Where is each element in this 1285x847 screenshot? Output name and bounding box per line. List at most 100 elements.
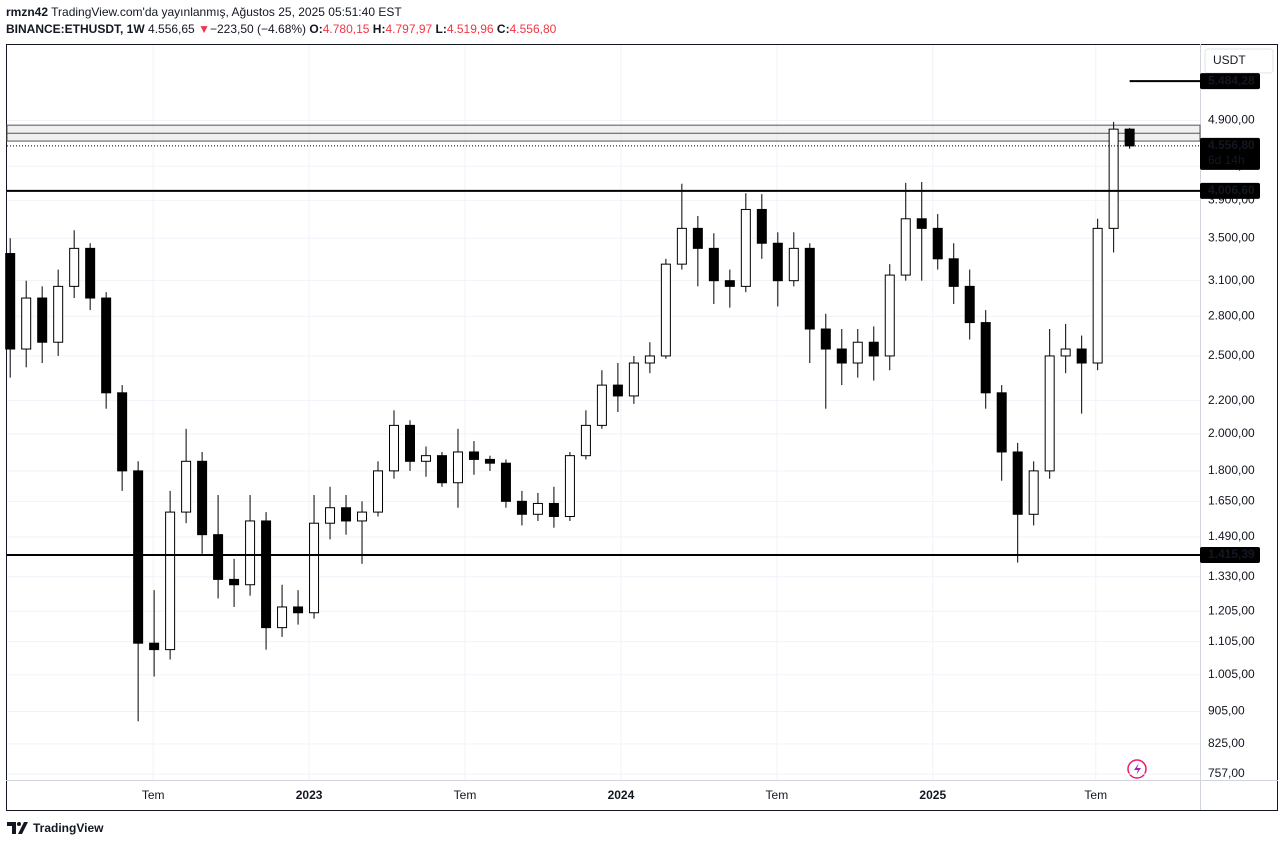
candle-body bbox=[181, 460, 192, 513]
c-label: C: bbox=[496, 22, 510, 36]
candle-body bbox=[1124, 128, 1135, 147]
x-tick-label: Tem bbox=[766, 788, 789, 802]
o: 4.780,15 bbox=[322, 22, 370, 36]
candle-body bbox=[1108, 128, 1119, 229]
y-tick-label: 1.490,00 bbox=[1208, 529, 1255, 543]
candle-body bbox=[532, 502, 543, 515]
candle-body bbox=[788, 247, 799, 282]
header-line-1: rmzn42 TradingView.com'da yayınlanmış, A… bbox=[6, 4, 556, 21]
x-tick-label: Tem bbox=[142, 788, 165, 802]
header-line-2: BINANCE:ETHUSDT, 1W 4.556,65 ▼−223,50 (−… bbox=[6, 21, 556, 38]
candle-body bbox=[436, 455, 447, 484]
y-tick-label: 1.005,00 bbox=[1208, 667, 1255, 681]
candle-body bbox=[628, 362, 639, 397]
y-tick-label: 1.105,00 bbox=[1208, 634, 1255, 648]
candle-body bbox=[548, 502, 559, 517]
candle-body bbox=[772, 242, 783, 282]
candle-body bbox=[948, 258, 959, 287]
candle-body bbox=[932, 227, 943, 260]
candle-body bbox=[452, 451, 463, 484]
plot bbox=[5, 45, 1201, 780]
x-tick-label: 2023 bbox=[296, 788, 323, 802]
level-tag bbox=[1200, 182, 1260, 199]
candle-body bbox=[692, 227, 703, 249]
candle-body bbox=[229, 578, 240, 586]
candle-body bbox=[900, 218, 911, 276]
candle-body bbox=[644, 355, 655, 364]
y-tick-label: 3.500,00 bbox=[1208, 230, 1255, 244]
logo bbox=[7, 822, 28, 834]
candle-body bbox=[836, 348, 847, 364]
candle-body bbox=[708, 247, 719, 282]
candle-body bbox=[580, 424, 591, 457]
candle-body bbox=[820, 328, 831, 350]
y-tick-label: 2.000,00 bbox=[1208, 426, 1255, 440]
l-label: L: bbox=[435, 22, 447, 36]
last-price-label: 4.556,80 bbox=[1208, 138, 1255, 152]
o-label: O: bbox=[309, 22, 323, 36]
c: 4.556,80 bbox=[509, 22, 557, 36]
candle-body bbox=[309, 522, 320, 614]
published: TradingView.com'da yayınlanmış, Ağustos … bbox=[51, 5, 402, 19]
candle-body bbox=[420, 455, 431, 462]
candle-body bbox=[37, 297, 48, 343]
candle-body bbox=[117, 392, 128, 472]
candle-body bbox=[612, 384, 623, 397]
y-tick-label: 757,00 bbox=[1208, 766, 1245, 780]
candle-body bbox=[389, 424, 400, 472]
level-label: 5.484,28 bbox=[1208, 73, 1255, 87]
candle-body bbox=[69, 247, 80, 287]
candle-body bbox=[724, 280, 735, 287]
candle-body bbox=[852, 341, 863, 364]
candle-body bbox=[357, 511, 368, 522]
level-label: 1.415,39 bbox=[1208, 547, 1255, 561]
level-tag bbox=[1200, 73, 1260, 90]
axis-labels: 4.900,004.300,003.900,003.500,003.100,00… bbox=[142, 73, 1260, 802]
candle-body bbox=[149, 642, 160, 651]
frame bbox=[6, 44, 1278, 811]
candle-body bbox=[261, 520, 272, 629]
y-tick-label: 2.800,00 bbox=[1208, 308, 1255, 322]
x-tick-label: 2025 bbox=[919, 788, 946, 802]
level-label: 4.006,60 bbox=[1208, 183, 1255, 197]
candle-body bbox=[1060, 348, 1071, 357]
candle-body bbox=[1012, 451, 1023, 515]
user: rmzn42 bbox=[6, 5, 49, 19]
candle-body bbox=[404, 424, 415, 462]
h: 4.797,97 bbox=[385, 22, 433, 36]
y-tick-label: 1.800,00 bbox=[1208, 463, 1255, 477]
y-tick-label: 1.650,00 bbox=[1208, 493, 1255, 507]
y-tick-label: 905,00 bbox=[1208, 704, 1245, 718]
candle-body bbox=[564, 455, 575, 517]
candle-body bbox=[468, 451, 479, 460]
last: 4.556,65 bbox=[148, 22, 195, 36]
header: rmzn42 TradingView.com'da yayınlanmış, A… bbox=[6, 4, 556, 38]
candle-body bbox=[325, 507, 336, 524]
brand: TradingView bbox=[33, 821, 104, 835]
candle-body bbox=[500, 462, 511, 502]
candle-body bbox=[516, 500, 527, 515]
candle-body bbox=[868, 341, 879, 357]
candle-body bbox=[133, 470, 144, 644]
candle-body bbox=[596, 384, 607, 426]
candle-body bbox=[980, 322, 991, 394]
y-tick-label: 2.200,00 bbox=[1208, 393, 1255, 407]
candle-body bbox=[740, 208, 751, 287]
candle-body bbox=[1076, 348, 1087, 364]
candle-body bbox=[165, 511, 176, 651]
change: −223,50 (−4.68%) bbox=[209, 22, 307, 36]
candle-body bbox=[101, 297, 112, 394]
symbol: BINANCE:ETHUSDT, 1W bbox=[6, 22, 145, 36]
candle-body bbox=[676, 227, 687, 265]
candle-body bbox=[293, 606, 304, 614]
candle-body bbox=[916, 218, 927, 229]
candle-body bbox=[884, 274, 895, 357]
candle-body bbox=[341, 507, 352, 522]
bolt-icon[interactable] bbox=[1127, 759, 1147, 779]
currency-box[interactable] bbox=[1204, 48, 1274, 74]
y-tick-label: 3.100,00 bbox=[1208, 273, 1255, 287]
candle-body bbox=[804, 247, 815, 330]
candle-body bbox=[484, 458, 495, 464]
